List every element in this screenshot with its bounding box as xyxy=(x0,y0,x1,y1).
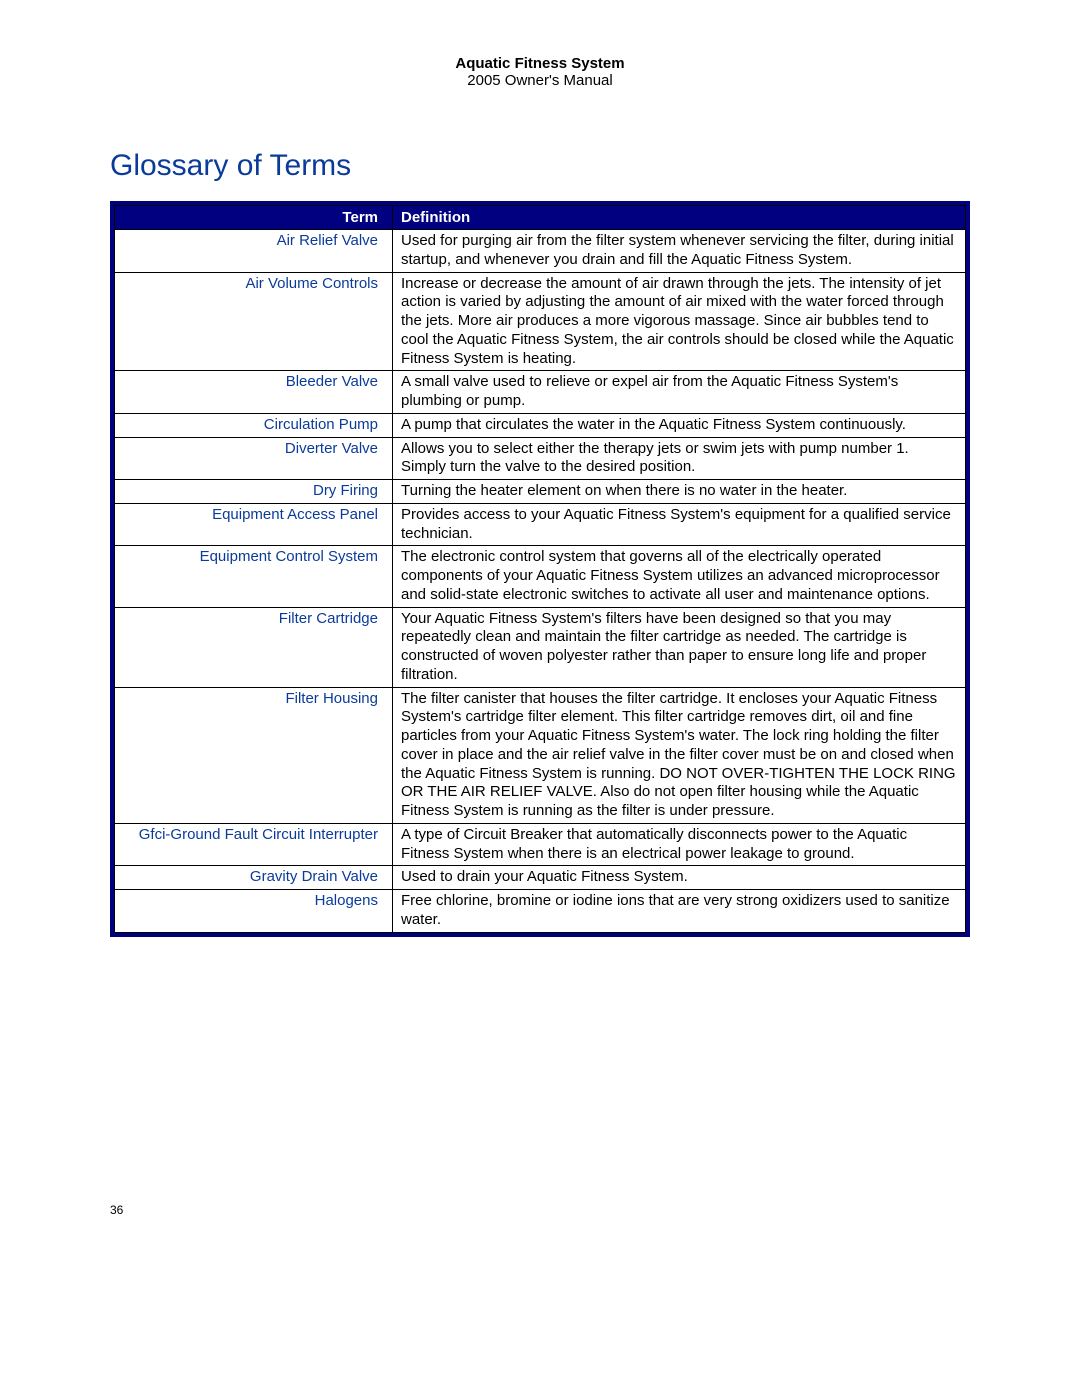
definition-cell: A type of Circuit Breaker that automatic… xyxy=(393,823,966,866)
page-header: Aquatic Fitness System 2005 Owner's Manu… xyxy=(110,55,970,89)
term-cell: Bleeder Valve xyxy=(115,371,393,414)
term-cell: Filter Cartridge xyxy=(115,607,393,687)
term-cell: Air Volume Controls xyxy=(115,272,393,371)
definition-cell: A pump that circulates the water in the … xyxy=(393,413,966,437)
doc-subtitle: 2005 Owner's Manual xyxy=(110,72,970,89)
term-cell: Air Relief Valve xyxy=(115,230,393,273)
definition-cell: Used for purging air from the filter sys… xyxy=(393,230,966,273)
definition-cell: Allows you to select either the therapy … xyxy=(393,437,966,480)
definition-cell: The electronic control system that gover… xyxy=(393,546,966,607)
term-cell: Halogens xyxy=(115,890,393,933)
term-cell: Equipment Control System xyxy=(115,546,393,607)
col-header-definition: Definition xyxy=(393,206,966,230)
table-row: Air Relief ValveUsed for purging air fro… xyxy=(115,230,966,273)
term-cell: Dry Firing xyxy=(115,480,393,504)
definition-cell: Turning the heater element on when there… xyxy=(393,480,966,504)
term-cell: Filter Housing xyxy=(115,687,393,823)
table-row: Circulation PumpA pump that circulates t… xyxy=(115,413,966,437)
table-row: HalogensFree chlorine, bromine or iodine… xyxy=(115,890,966,933)
definition-cell: Provides access to your Aquatic Fitness … xyxy=(393,503,966,546)
table-row: Filter HousingThe filter canister that h… xyxy=(115,687,966,823)
definition-cell: A small valve used to relieve or expel a… xyxy=(393,371,966,414)
term-cell: Circulation Pump xyxy=(115,413,393,437)
table-row: Bleeder ValveA small valve used to relie… xyxy=(115,371,966,414)
glossary-table-wrap: Term Definition Air Relief ValveUsed for… xyxy=(110,201,970,937)
table-row: Air Volume ControlsIncrease or decrease … xyxy=(115,272,966,371)
definition-cell: Increase or decrease the amount of air d… xyxy=(393,272,966,371)
table-row: Equipment Access PanelProvides access to… xyxy=(115,503,966,546)
term-cell: Equipment Access Panel xyxy=(115,503,393,546)
table-row: Equipment Control SystemThe electronic c… xyxy=(115,546,966,607)
col-header-term: Term xyxy=(115,206,393,230)
definition-cell: Used to drain your Aquatic Fitness Syste… xyxy=(393,866,966,890)
table-row: Filter CartridgeYour Aquatic Fitness Sys… xyxy=(115,607,966,687)
doc-title: Aquatic Fitness System xyxy=(110,55,970,72)
table-row: Dry FiringTurning the heater element on … xyxy=(115,480,966,504)
definition-cell: Free chlorine, bromine or iodine ions th… xyxy=(393,890,966,933)
glossary-table: Term Definition Air Relief ValveUsed for… xyxy=(114,205,966,933)
term-cell: Gfci-Ground Fault Circuit Interrupter xyxy=(115,823,393,866)
section-title: Glossary of Terms xyxy=(110,149,970,183)
table-row: Gravity Drain ValveUsed to drain your Aq… xyxy=(115,866,966,890)
definition-cell: Your Aquatic Fitness System's filters ha… xyxy=(393,607,966,687)
table-row: Gfci-Ground Fault Circuit InterrupterA t… xyxy=(115,823,966,866)
term-cell: Gravity Drain Valve xyxy=(115,866,393,890)
term-cell: Diverter Valve xyxy=(115,437,393,480)
table-row: Diverter ValveAllows you to select eithe… xyxy=(115,437,966,480)
definition-cell: The filter canister that houses the filt… xyxy=(393,687,966,823)
page-number: 36 xyxy=(110,1203,123,1217)
